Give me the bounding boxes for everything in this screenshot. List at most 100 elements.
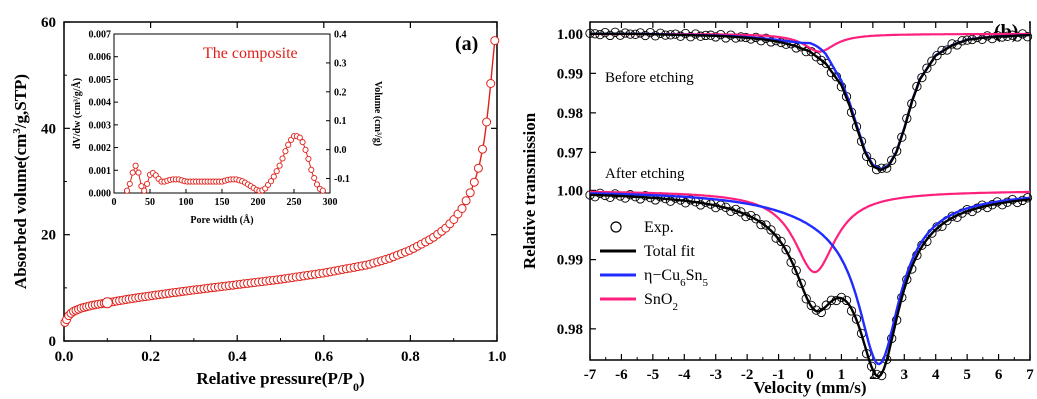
x-axis-label-b: Velocity (mm/s) <box>753 378 866 397</box>
isotherm-point <box>101 297 113 309</box>
x-tick-label: 0 <box>806 367 814 383</box>
x-tick-label: 5 <box>963 367 971 383</box>
y-tick-label: 0 <box>49 334 57 350</box>
pore-point <box>123 187 131 194</box>
exp-point-top <box>645 27 655 38</box>
inset-y-tick-label: 0.003 <box>89 120 112 131</box>
inset-title: The composite <box>203 45 298 62</box>
isotherm-point <box>461 196 471 206</box>
x-tick-label: 0.4 <box>228 349 247 365</box>
exp-point-top <box>927 56 937 66</box>
inset-x-tick-label: 150 <box>215 197 230 208</box>
x-tick-label: -3 <box>709 367 722 383</box>
exp-point-bottom <box>680 198 691 208</box>
exp-point-bottom <box>781 245 791 255</box>
exp-point-top <box>892 146 902 156</box>
pore-point <box>302 146 309 153</box>
legend-label: SnO2 <box>644 291 678 313</box>
x-tick-label: -5 <box>647 367 660 383</box>
isotherm-point <box>482 117 492 127</box>
pore-point <box>276 162 283 169</box>
isotherm-point <box>473 163 483 173</box>
pore-point <box>279 155 286 162</box>
exp-point-bottom <box>695 200 706 210</box>
isotherm-point <box>490 36 500 46</box>
x-tick-label: -1 <box>772 367 785 383</box>
x-tick-label: 1.0 <box>488 349 507 365</box>
legend-marker-exp <box>610 221 622 233</box>
pore-point <box>273 168 280 175</box>
legend-label: Total fit <box>644 243 695 260</box>
exp-point-top <box>811 52 821 62</box>
x-tick-label: -7 <box>584 367 597 383</box>
inset-y-tick-label: 0.002 <box>89 143 112 154</box>
x-tick-label: -6 <box>615 367 628 383</box>
exp-point-top <box>917 72 927 83</box>
inset-x-tick-label: 200 <box>251 197 266 208</box>
y-tick-label-bottom: 0.98 <box>557 322 583 338</box>
pore-point <box>319 187 326 194</box>
pore-point <box>138 183 145 190</box>
exp-point-bottom <box>826 295 837 305</box>
x-tick-label: -4 <box>678 367 691 383</box>
pore-point <box>282 148 289 155</box>
exp-point-top <box>640 30 650 41</box>
exp-point-top <box>866 157 877 168</box>
pore-point <box>132 162 139 169</box>
exp-point-top <box>610 27 620 37</box>
inset-right-tick-label: 0.3 <box>334 58 347 69</box>
pore-point <box>296 134 303 141</box>
exp-point-top <box>922 63 932 73</box>
y-tick-label-top: 1.00 <box>557 27 583 43</box>
pore-point <box>129 169 136 176</box>
pore-point <box>305 155 312 162</box>
x-tick-label: 0.8 <box>401 349 420 365</box>
inset-frame <box>113 33 331 194</box>
exp-point-bottom <box>866 361 877 371</box>
sno2-fit-bottom <box>590 190 1030 274</box>
exp-point-bottom <box>776 236 786 247</box>
exp-point-top <box>1022 32 1033 42</box>
exp-point-bottom <box>751 214 761 224</box>
pore-point <box>311 174 318 182</box>
y-tick-label-bottom: 1.00 <box>557 183 583 199</box>
inset-y-tick-label: 0.000 <box>89 189 112 200</box>
x-tick-label: 6 <box>995 367 1003 383</box>
inset-right-tick-label: 0.1 <box>334 116 347 127</box>
exp-point-bottom <box>766 225 776 235</box>
x-axis-label: Relative pressure(P/P0) <box>196 369 364 394</box>
inset-y-tick-label: 0.004 <box>89 98 112 109</box>
inset-x-tick-label: 300 <box>323 197 338 208</box>
panel-a: 0.0 0.2 0.4 0.6 0.8 1.0 0 20 40 60 Relative pressu… <box>11 15 506 394</box>
isotherm-point <box>478 144 487 154</box>
y-tick-label-top: 0.98 <box>557 106 583 122</box>
pore-point <box>126 180 133 187</box>
panel-b: -7 -6 -5 -4 -3 -2 -1 0 1 2 3 4 5 6 70.970.980.991.000.… <box>520 18 1034 397</box>
exp-point-top <box>615 30 625 40</box>
inset-right-tick-label: 0.0 <box>334 145 347 156</box>
isotherm-point <box>486 79 496 88</box>
inset-x-label: Pore width (Å) <box>190 214 253 226</box>
inset-right-tick-label: 0.2 <box>334 87 347 98</box>
inset-y-label-right: Volume (cm³/g) <box>372 81 383 146</box>
exp-point-top <box>650 31 661 41</box>
x-tick-label: 0.6 <box>314 349 333 365</box>
exp-point-top <box>605 30 615 41</box>
total-fit-bottom <box>589 193 1031 378</box>
y-axis-label: Absorbed volume(cm3/g,STP) <box>11 74 30 289</box>
cu6sn5-fit-bottom <box>589 192 1031 366</box>
y-tick-label-top: 0.99 <box>557 66 583 82</box>
pore-point <box>285 141 292 148</box>
y-tick-label-bottom: 0.99 <box>557 253 583 269</box>
y-tick-label: 40 <box>41 121 56 137</box>
x-tick-label: 7 <box>1026 367 1034 383</box>
exp-point-bottom <box>806 300 816 311</box>
x-tick-label: 0.0 <box>55 349 74 365</box>
inset-right-tick-label: -0.1 <box>334 174 350 185</box>
x-tick-label: -2 <box>741 367 754 383</box>
exp-point-bottom <box>771 233 781 243</box>
x-tick-label: 1 <box>838 367 846 383</box>
pore-point <box>267 178 275 185</box>
pore-point <box>144 180 151 187</box>
